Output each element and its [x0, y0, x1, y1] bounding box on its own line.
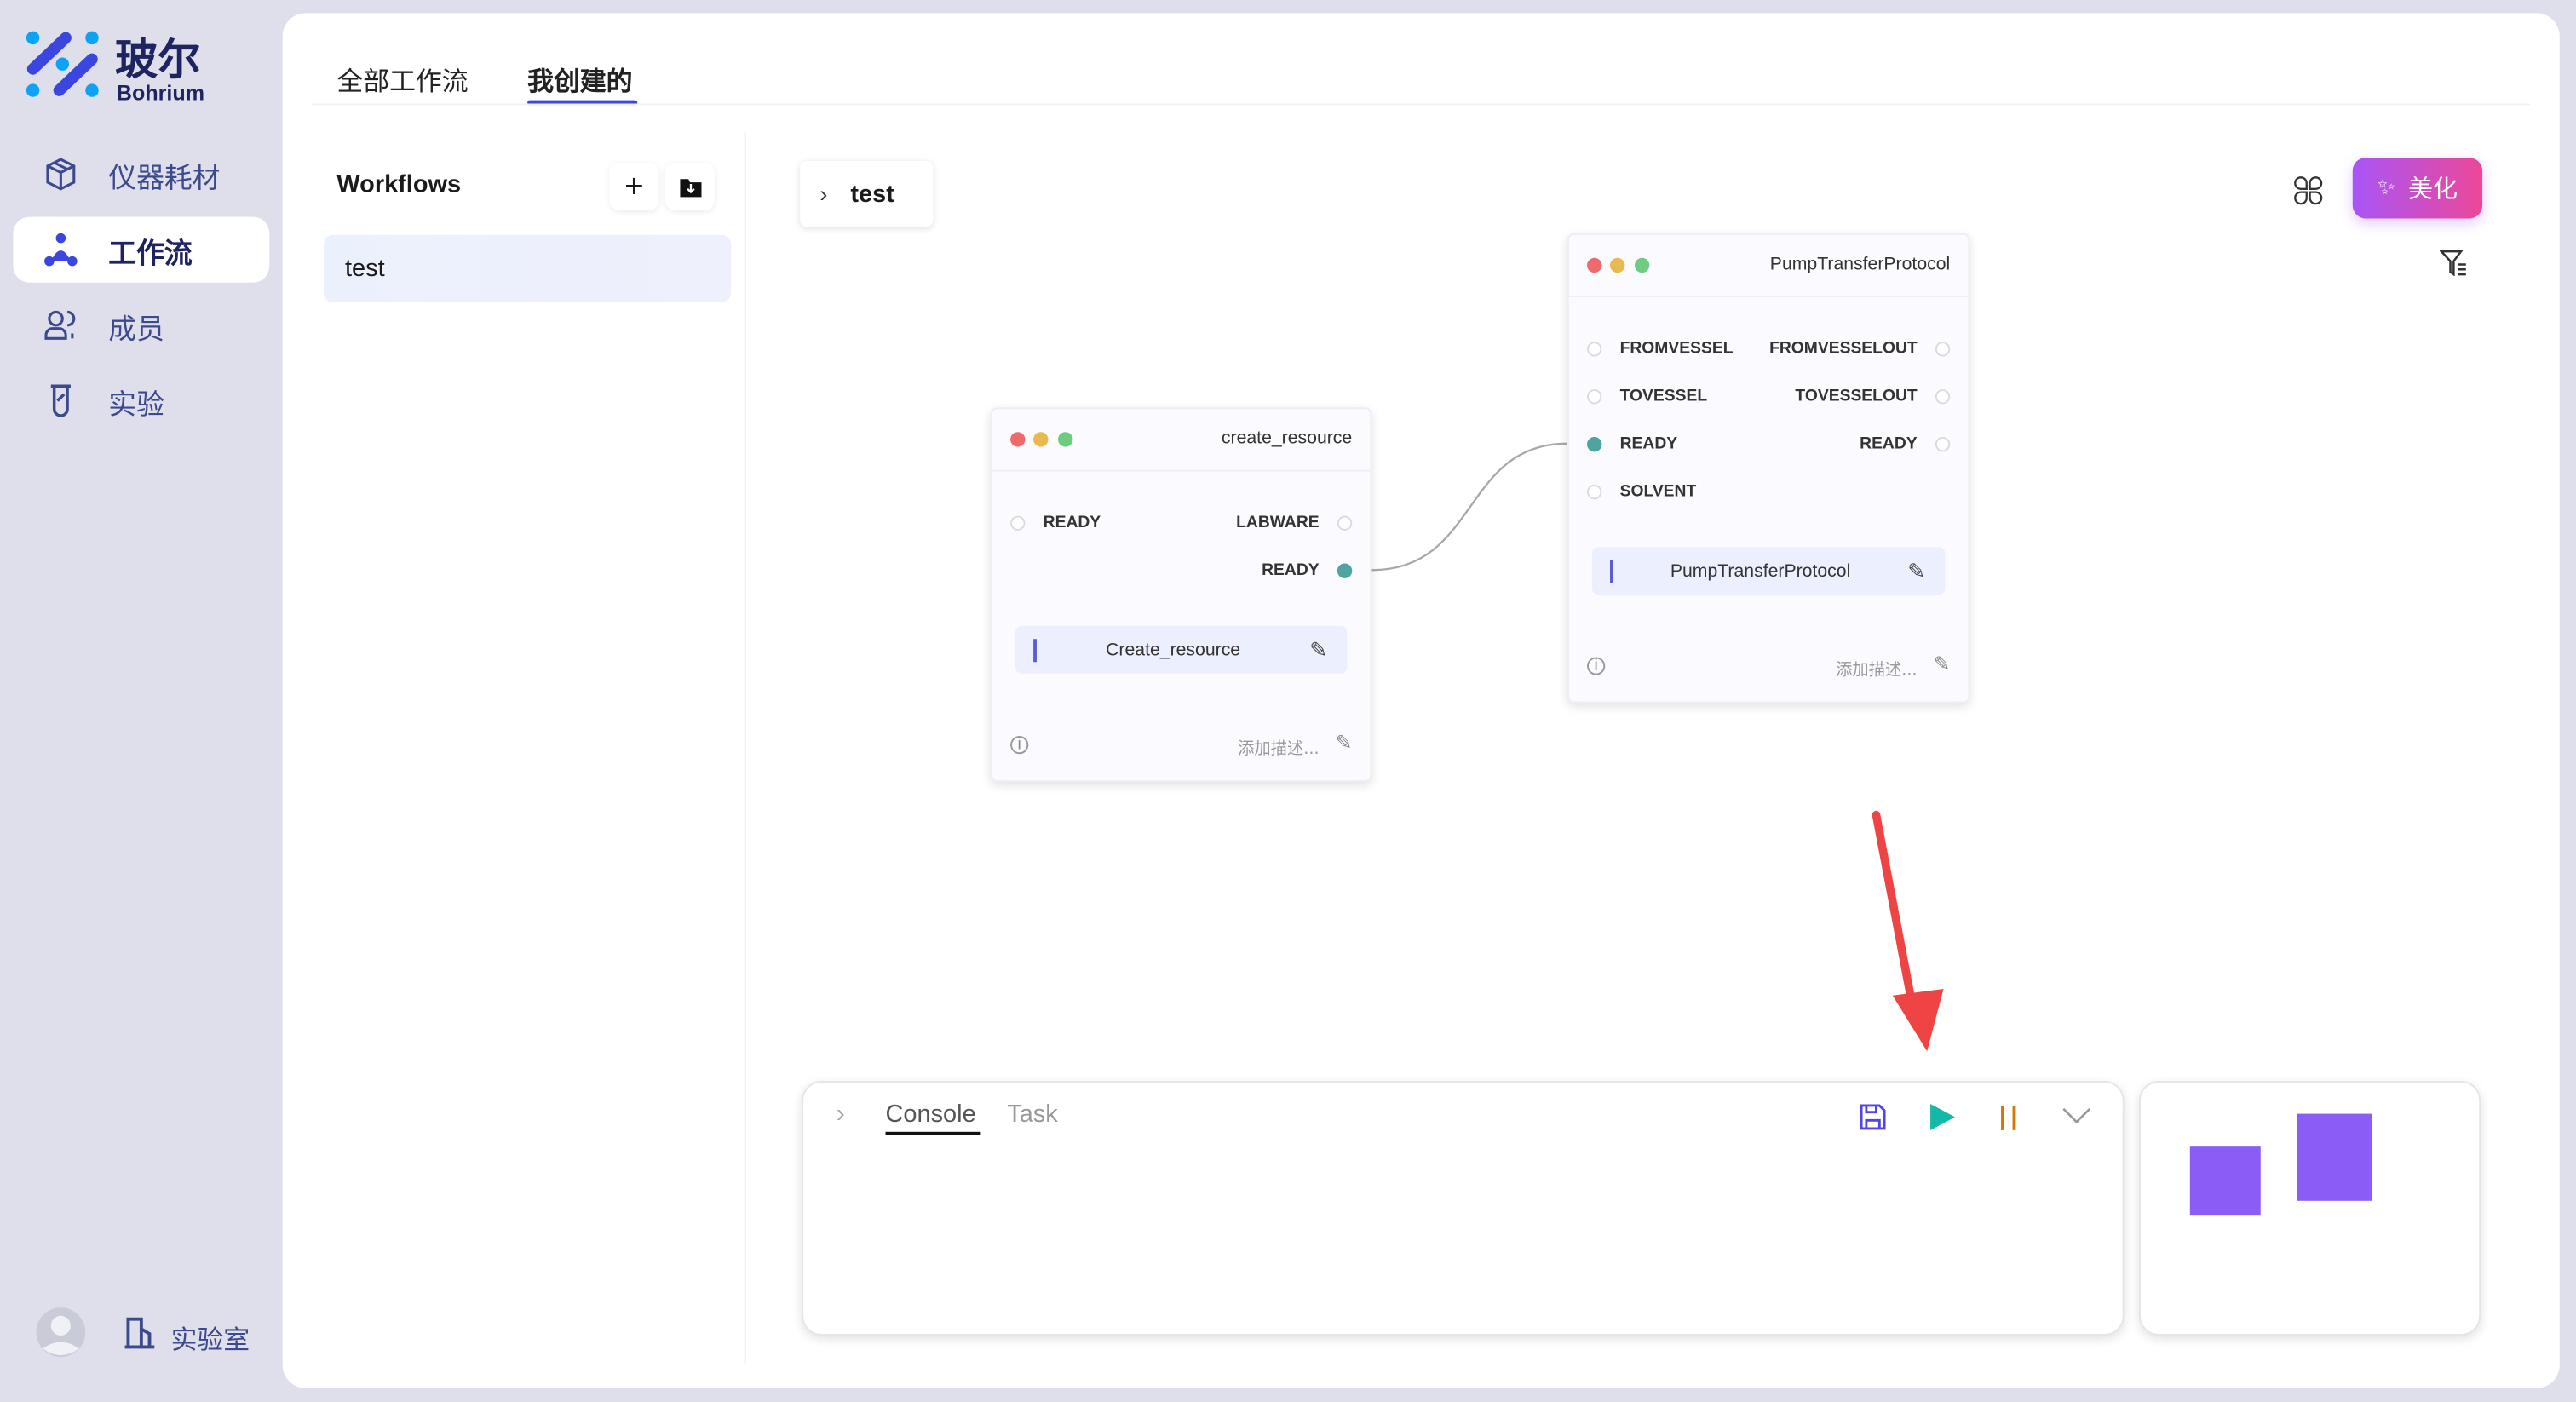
node-pump-transfer-protocol[interactable]: PumpTransferProtocol FROMVESSEL TOVESSEL…	[1567, 233, 1970, 704]
filter-icon[interactable]	[2439, 250, 2470, 277]
output-port-fromvesselout[interactable]	[1935, 342, 1951, 357]
output-port-labware[interactable]	[1337, 515, 1353, 531]
node-title: PumpTransferProtocol	[1769, 254, 1951, 275]
sidebar-item-experiments[interactable]: 实验	[13, 368, 269, 434]
minimize-dot[interactable]	[1610, 257, 1625, 273]
members-icon	[43, 307, 78, 343]
node-header[interactable]: PumpTransferProtocol	[1568, 235, 1969, 298]
port-label: READY	[1043, 514, 1101, 532]
layout-grid-icon[interactable]	[2293, 175, 2323, 205]
port-label: TOVESSELOUT	[1795, 388, 1918, 406]
tab-task[interactable]: Task	[1007, 1100, 1058, 1129]
workflow-list-item[interactable]: test	[323, 234, 732, 302]
function-name: Create_resource	[1106, 640, 1241, 660]
building-icon	[124, 1317, 155, 1349]
tab-my-workflows[interactable]: 我创建的	[527, 66, 633, 97]
divider	[312, 103, 2531, 106]
chevron-down-icon[interactable]	[2061, 1106, 2091, 1125]
port-label: LABWARE	[1236, 514, 1320, 532]
function-name: PumpTransferProtocol	[1670, 560, 1851, 581]
bohrium-logo	[26, 31, 99, 97]
output-port-ready[interactable]	[1337, 563, 1353, 578]
active-tab-indicator	[527, 100, 638, 106]
info-icon[interactable]: i	[1587, 657, 1606, 675]
close-dot[interactable]	[1010, 432, 1026, 447]
beautify-button[interactable]: ✨︎ 美化	[2352, 158, 2483, 219]
tab-all-workflows[interactable]: 全部工作流	[336, 66, 469, 97]
function-box[interactable]: PumpTransferProtocol ✎	[1591, 547, 1946, 595]
chevron-right-icon[interactable]: ›	[836, 1100, 845, 1129]
node-header[interactable]: create_resource	[992, 409, 1371, 472]
minimize-dot[interactable]	[1033, 432, 1049, 447]
sidebar-item-workflow[interactable]: 工作流	[13, 216, 270, 283]
save-icon[interactable]	[1858, 1102, 1888, 1132]
workflows-title: Workflows	[336, 170, 462, 199]
minimap-node	[2189, 1146, 2261, 1216]
maximize-dot[interactable]	[1634, 257, 1650, 273]
import-workflow-button[interactable]	[665, 162, 715, 210]
minimap-node	[2297, 1113, 2372, 1201]
sparkles-icon: ✨︎	[2377, 175, 2395, 201]
port-label: FROMVESSEL	[1619, 340, 1734, 359]
input-port-ready[interactable]	[1587, 437, 1602, 452]
sidebar-item-members[interactable]: 成员	[13, 292, 269, 358]
edit-icon[interactable]: ✎	[1309, 636, 1328, 662]
pencil-icon[interactable]: ✎	[1335, 731, 1353, 755]
output-port-tovesselout[interactable]	[1935, 389, 1951, 405]
red-arrow-annotation	[1872, 810, 1944, 1052]
sidebar-item-label: 工作流	[108, 237, 193, 271]
description-field[interactable]: 添加描述...	[1238, 740, 1320, 760]
port-label: READY	[1860, 435, 1918, 454]
console-panel: › Console Task	[802, 1081, 2125, 1336]
edit-icon[interactable]: ✎	[1907, 557, 1926, 583]
maximize-dot[interactable]	[1058, 432, 1073, 447]
close-dot[interactable]	[1587, 257, 1602, 273]
port-label: READY	[1619, 435, 1678, 454]
node-create-resource[interactable]: create_resource READY LABWARE READY Crea…	[990, 407, 1372, 783]
function-box[interactable]: Create_resource ✎	[1015, 625, 1348, 674]
input-port-solvent[interactable]	[1587, 484, 1602, 500]
input-port-tovessel[interactable]	[1587, 389, 1602, 405]
input-port-ready[interactable]	[1010, 515, 1026, 531]
minimap[interactable]	[2139, 1081, 2481, 1336]
port-label: TOVESSEL	[1619, 388, 1708, 406]
node-title: create_resource	[1221, 428, 1353, 449]
active-tab-indicator	[885, 1131, 981, 1135]
sidebar-item-instruments[interactable]: 仪器耗材	[13, 141, 269, 207]
port-label: SOLVENT	[1619, 483, 1697, 502]
breadcrumb[interactable]: › test	[800, 161, 934, 227]
pencil-icon[interactable]: ✎	[1933, 652, 1951, 675]
brand-name: 玻尔	[115, 36, 201, 86]
beautify-label: 美化	[2408, 174, 2458, 204]
sidebar-item-label: 实验	[108, 388, 164, 422]
add-workflow-button[interactable]: +	[609, 162, 659, 210]
port-label: READY	[1262, 561, 1320, 580]
plus-icon: +	[624, 168, 644, 205]
breadcrumb-label: test	[850, 180, 894, 208]
test-tube-icon	[43, 382, 78, 418]
info-icon[interactable]: i	[1010, 736, 1029, 755]
sidebar-item-label: 成员	[108, 313, 164, 346]
workflow-name: test	[345, 254, 385, 283]
workflow-icon	[43, 232, 78, 267]
description-field[interactable]: 添加描述...	[1836, 662, 1918, 681]
panel-divider	[744, 131, 746, 1364]
avatar[interactable]	[36, 1307, 86, 1358]
brand-sub: Bohrium	[116, 80, 205, 106]
chevron-right-icon: ›	[819, 181, 828, 208]
output-port-ready[interactable]	[1935, 437, 1951, 452]
folder-download-icon	[679, 178, 701, 197]
input-port-fromvessel[interactable]	[1587, 342, 1602, 357]
pause-icon[interactable]	[1996, 1102, 2022, 1132]
box-icon	[43, 156, 78, 192]
lab-switcher[interactable]: 实验室	[170, 1324, 250, 1356]
node-connection-edge[interactable]	[1371, 442, 1567, 572]
run-icon[interactable]	[1927, 1102, 1957, 1132]
sidebar-item-label: 仪器耗材	[108, 161, 221, 195]
tab-console[interactable]: Console	[885, 1100, 976, 1129]
port-label: FROMVESSELOUT	[1769, 340, 1918, 359]
